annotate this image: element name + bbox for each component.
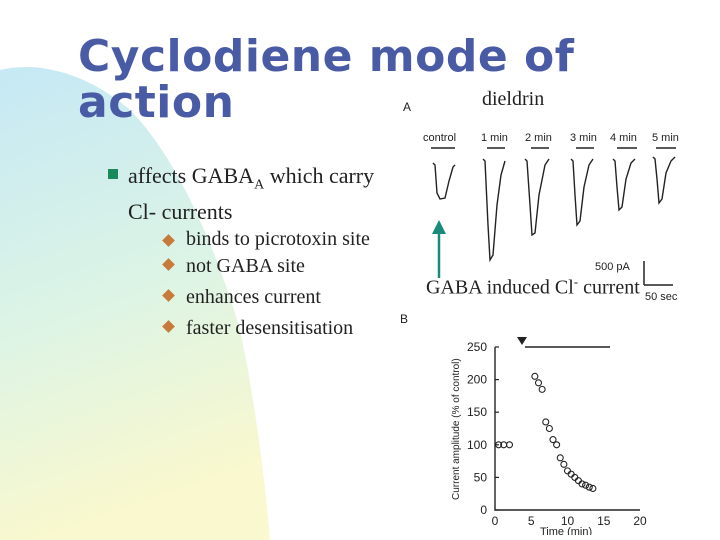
data-point [545, 424, 553, 433]
figure: A control 1 min 2 min 3 min 4 min 5 min … [400, 100, 679, 535]
data-point [585, 483, 593, 491]
data-point [563, 467, 572, 475]
x-tick-label: 20 [633, 514, 647, 528]
data-point [534, 379, 543, 387]
sub-bullet: binds to picrotoxin site [162, 227, 406, 251]
treatment-marker-icon [517, 337, 527, 345]
y-tick-label: 150 [467, 405, 487, 419]
caption-superscript: - [573, 274, 579, 289]
data-point [553, 441, 561, 449]
plot-axes [494, 347, 640, 511]
square-bullet-icon [108, 169, 118, 179]
data-point [560, 460, 568, 468]
panel-a-label: A [403, 100, 411, 114]
x-tick-label: 0 [492, 514, 499, 528]
data-point [538, 385, 546, 393]
slide-title: Cyclodiene mode of action [78, 34, 574, 126]
arrow-up-icon [432, 220, 446, 278]
sub-bullet-text: faster desensitisation [186, 317, 354, 339]
title-line-2: action [78, 77, 235, 128]
sub-bullet: not GABA site [162, 251, 406, 282]
trace-label: 4 min [610, 132, 637, 144]
sub-bullet-text: enhances current [186, 286, 321, 308]
data-point [542, 418, 550, 426]
y-tick-label: 100 [467, 438, 487, 452]
gaba-current-caption: GABA induced Cl- current [426, 274, 640, 300]
trace-label: 1 min [481, 132, 508, 144]
title-line-1: Cyclodiene mode of [78, 31, 575, 82]
y-tick-label: 250 [467, 340, 487, 354]
trace-label: 2 min [525, 132, 552, 144]
sub-bullet-list: binds to picrotoxin site not GABA site e… [162, 224, 406, 344]
data-point [556, 454, 564, 462]
sub-bullet-text: binds to picrotoxin site [186, 228, 370, 250]
data-point [571, 473, 579, 481]
x-tick-label: 15 [597, 514, 611, 528]
data-point [505, 441, 514, 449]
x-axis-label: Time (min) [540, 526, 592, 535]
main-bullet: affects GABAA which carry Cl- currents [108, 162, 398, 225]
y-tick-label: 50 [474, 470, 488, 484]
scale-time-label: 50 sec [645, 291, 678, 303]
caption-prefix: GABA induced Cl [426, 276, 574, 299]
y-axis-label: Current amplitude (% of control) [451, 358, 462, 500]
data-point [531, 372, 539, 380]
data-point [549, 436, 557, 444]
sub-bullet-text: not GABA site [186, 255, 305, 277]
trace-label: 3 min [570, 132, 597, 144]
trace-label: 5 min [652, 132, 679, 144]
x-tick-label: 10 [561, 514, 575, 528]
drug-label: dieldrin [482, 88, 545, 110]
data-point [495, 441, 503, 449]
y-tick-label: 200 [467, 373, 487, 387]
panel-b-label: B [400, 312, 408, 326]
scale-current-label: 500 pA [595, 261, 631, 273]
main-bullet-suffix: which carry Cl- currents [128, 163, 375, 225]
data-point [589, 484, 597, 493]
main-bullet-prefix: affects GABA [128, 163, 255, 188]
sub-bullet: enhances current [162, 282, 406, 313]
y-tick-label: 0 [480, 503, 487, 517]
sub-bullet: faster desensitisation [162, 313, 406, 344]
current-traces [432, 156, 676, 263]
trace-label: control [423, 132, 456, 144]
data-point [578, 480, 586, 488]
data-point [582, 481, 590, 489]
data-point [574, 477, 582, 485]
data-point [567, 470, 575, 478]
x-tick-label: 5 [528, 514, 535, 528]
caption-suffix: current [578, 276, 640, 299]
main-bullet-subscript: A [254, 177, 265, 193]
